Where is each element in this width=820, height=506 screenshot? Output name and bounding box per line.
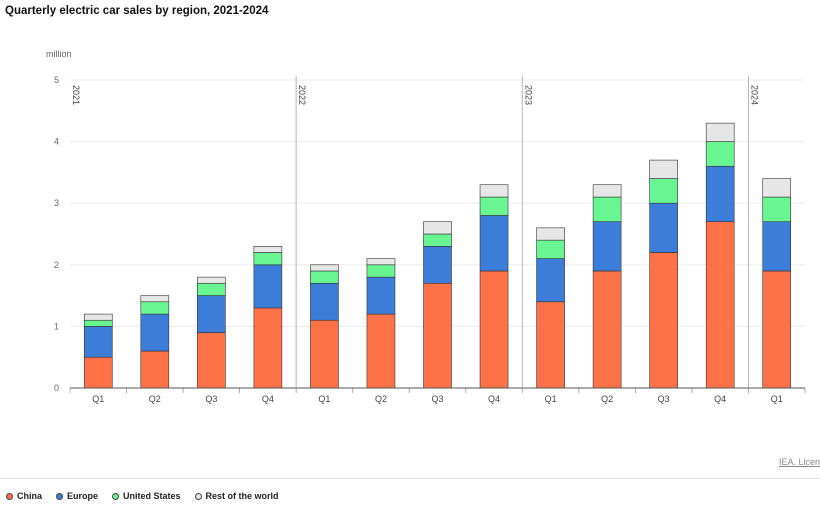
bar-segment[interactable] [253, 264, 283, 309]
chart-title: Quarterly electric car sales by region, … [5, 5, 269, 17]
bar-segment[interactable] [253, 307, 283, 389]
bar-segment[interactable] [423, 282, 452, 389]
bar-segment[interactable] [253, 252, 283, 266]
x-tick-label: Q4 [262, 394, 274, 404]
legend-label: United States [123, 491, 181, 501]
bar-segment[interactable] [310, 319, 339, 389]
x-tick-label: Q1 [318, 394, 330, 404]
y-tick-label: 3 [54, 198, 59, 208]
bar-segment[interactable] [253, 246, 283, 253]
bar-segment[interactable] [479, 196, 509, 216]
year-label: 2024 [749, 85, 759, 105]
legend-item[interactable]: Europe [56, 491, 98, 501]
bar-segment[interactable] [140, 301, 170, 315]
x-tick-label: Q1 [92, 394, 104, 404]
bar-segment[interactable] [83, 313, 113, 321]
x-tick-label: Q3 [205, 394, 217, 404]
year-label: 2022 [297, 85, 307, 105]
bar-segment[interactable] [592, 221, 622, 272]
year-label: 2021 [71, 85, 81, 105]
x-tick-label: Q1 [771, 394, 783, 404]
x-tick-label: Q2 [149, 394, 161, 404]
x-tick-label: Q1 [545, 394, 557, 404]
bar-segment[interactable] [479, 184, 509, 198]
bar-segment[interactable] [592, 196, 622, 222]
bar-segment[interactable] [705, 165, 735, 222]
bar-segment[interactable] [592, 184, 622, 198]
bar-segment[interactable] [366, 276, 396, 315]
bar-segment[interactable] [310, 282, 339, 321]
bar-segment[interactable] [592, 270, 622, 389]
legend-item[interactable]: Rest of the world [194, 491, 279, 501]
bar-segment[interactable] [366, 313, 396, 389]
bar-segment[interactable] [310, 264, 339, 272]
bar-segment[interactable] [536, 227, 565, 241]
bar-segment[interactable] [536, 239, 565, 259]
bar-segment[interactable] [140, 295, 170, 303]
bar-segment[interactable] [197, 332, 226, 389]
legend-swatch [194, 492, 202, 500]
x-tick-label: Q4 [488, 394, 500, 404]
y-tick-label: 5 [54, 75, 59, 85]
bar-segment[interactable] [83, 326, 113, 358]
bar-segment[interactable] [423, 246, 452, 284]
legend-divider [0, 478, 820, 479]
year-label: 2023 [523, 85, 533, 105]
y-tick-label: 0 [54, 383, 59, 393]
bar-segment[interactable] [140, 313, 170, 352]
x-tick-label: Q3 [658, 394, 670, 404]
bar-segment[interactable] [310, 270, 339, 284]
legend: China Europe United States Rest of the worl… [6, 491, 279, 501]
bar-segment[interactable] [762, 196, 792, 222]
chart-plot: million 0 1 2 3 4 5 Q1 Q2 Q3 Q4 Q1 Q2 Q3 Q4 Q1 Q2 Q3 Q4 Q1 2… [46, 49, 806, 404]
x-tick-label: Q4 [714, 394, 726, 404]
y-tick-label: 1 [54, 321, 59, 331]
bar-segment[interactable] [479, 270, 509, 389]
legend-item[interactable]: United States [112, 491, 181, 501]
legend-label: Europe [67, 491, 99, 501]
bar-segment[interactable] [649, 252, 678, 389]
legend-swatch [6, 492, 13, 500]
bar-segment[interactable] [423, 233, 452, 247]
bar-segment[interactable] [197, 276, 226, 284]
bar-segment[interactable] [705, 221, 735, 389]
bar-segment[interactable] [423, 221, 452, 235]
bar-segment[interactable] [649, 202, 678, 253]
legend-swatch [112, 492, 120, 500]
bar-segment[interactable] [649, 159, 678, 179]
bar-segment[interactable] [649, 178, 678, 204]
bar-segment[interactable] [762, 270, 792, 389]
bar-segment[interactable] [140, 350, 170, 389]
y-tick-label: 4 [54, 137, 59, 147]
bar-segment[interactable] [479, 215, 509, 272]
bar-segment[interactable] [536, 301, 565, 389]
bar-segment[interactable] [762, 178, 792, 198]
bar-segment[interactable] [762, 221, 792, 272]
bar-segment[interactable] [366, 258, 396, 266]
legend-swatch [56, 492, 64, 500]
x-tick-label: Q2 [601, 394, 613, 404]
bar-segment[interactable] [197, 282, 226, 296]
x-tick-label: Q2 [375, 394, 387, 404]
legend-item[interactable]: China [6, 491, 42, 501]
source-link[interactable]: IEA. Licen [778, 457, 820, 467]
bar-segment[interactable] [197, 295, 226, 333]
y-tick-label: 2 [54, 260, 59, 270]
bar-segment[interactable] [83, 319, 113, 327]
bar-segment[interactable] [536, 258, 565, 303]
legend-label: Rest of the world [205, 491, 279, 501]
bar-segment[interactable] [366, 264, 396, 278]
x-tick-label: Q3 [431, 394, 443, 404]
bar-segment[interactable] [705, 122, 735, 142]
y-axis-unit-label: million [46, 49, 72, 59]
legend-label: China [17, 491, 43, 501]
bar-segment[interactable] [705, 141, 735, 167]
bar-segment[interactable] [83, 356, 113, 389]
